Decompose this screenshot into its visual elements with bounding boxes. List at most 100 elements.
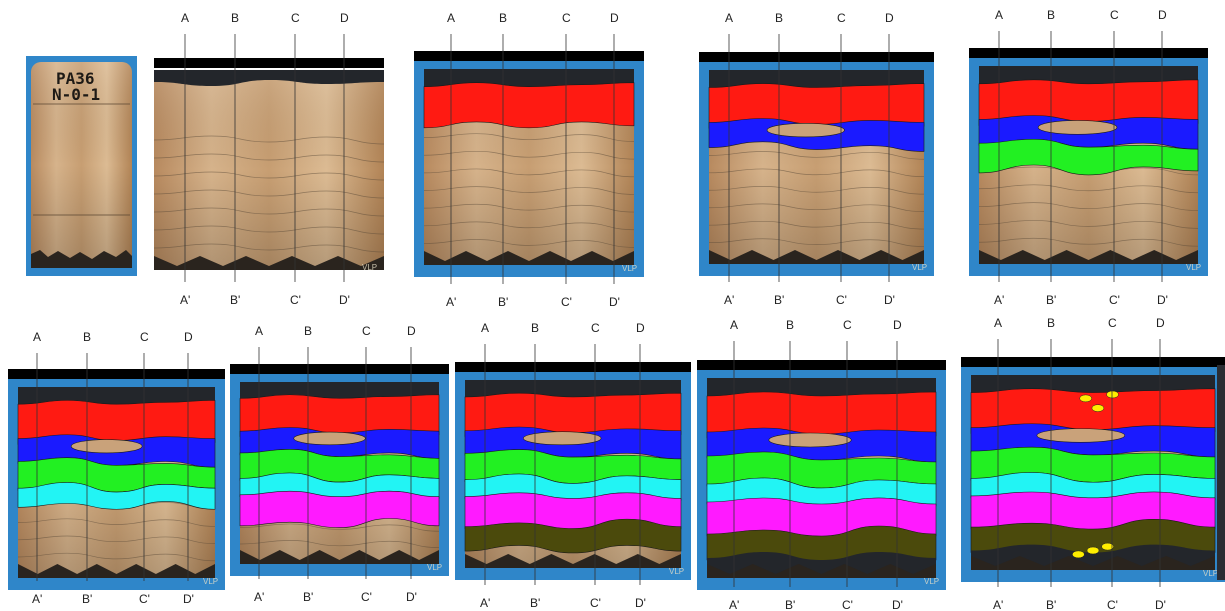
section-label-bottom: D'	[339, 293, 350, 307]
watermark: VLP	[427, 563, 442, 572]
section-label-top: D	[340, 11, 349, 25]
highlighted-clast	[1072, 550, 1085, 559]
section-label-top: B	[531, 321, 539, 335]
panel-8: A A' B B' C C' D D' VLP	[697, 318, 946, 611]
section-label-top: D	[1156, 316, 1165, 330]
highlighted-clast	[1106, 390, 1119, 399]
highlighted-clast	[1091, 404, 1105, 412]
section-label-top: B	[83, 330, 91, 344]
section-label-top: C	[140, 330, 149, 344]
section-label-top: B	[775, 11, 783, 25]
core-base	[424, 251, 634, 265]
section-label-top: D	[184, 330, 193, 344]
section-label-bottom: A'	[446, 295, 456, 309]
section-label-top: A	[995, 8, 1003, 22]
panel-7: A A' B B' C C' D D' VLP	[455, 321, 691, 610]
core-base	[971, 556, 1215, 570]
section-label-top: D	[1158, 8, 1167, 22]
stratum-layer-3	[978, 138, 1199, 176]
section-label-bottom: A'	[724, 293, 734, 307]
core-base	[18, 564, 215, 578]
core-base	[465, 554, 681, 568]
section-label-bottom: B'	[774, 293, 784, 307]
section-label-bottom: C'	[290, 293, 301, 307]
section-label-top: A	[255, 324, 263, 338]
section-label-top: C	[843, 318, 852, 332]
section-label-top: D	[407, 324, 416, 338]
core-base	[709, 250, 924, 264]
section-label-top: C	[562, 11, 571, 25]
section-label-top: C	[1108, 316, 1117, 330]
section-label-top: C	[837, 11, 846, 25]
panel-2: A A' B B' C C' D D' VLP	[414, 11, 644, 309]
core-base	[979, 250, 1198, 264]
top-bar	[455, 362, 691, 372]
highlighted-clast	[1101, 542, 1114, 551]
section-label-bottom: B'	[303, 590, 313, 604]
section-label-bottom: A'	[32, 592, 42, 606]
top-bar	[230, 364, 449, 374]
section-label-bottom: C'	[590, 596, 601, 610]
section-label-top: D	[610, 11, 619, 25]
section-label-top: A	[725, 11, 733, 25]
top-bar	[154, 58, 384, 68]
top-bar	[414, 51, 644, 61]
sediment-lens	[293, 431, 366, 446]
section-label-top: A	[994, 316, 1002, 330]
panel-4: A A' B B' C C' D D' VLP	[969, 8, 1208, 307]
section-label-top: A	[730, 318, 738, 332]
section-label-bottom: B'	[1046, 293, 1056, 307]
section-label-bottom: D'	[406, 590, 417, 604]
top-bar	[8, 369, 225, 379]
panel-5: A A' B B' C C' D D' VLP	[8, 330, 225, 606]
section-label-top: B	[1047, 8, 1055, 22]
section-label-top: C	[1110, 8, 1119, 22]
core-base	[707, 564, 936, 578]
section-label-bottom: D'	[635, 596, 646, 610]
section-label-bottom: D'	[609, 295, 620, 309]
section-label-bottom: C'	[361, 590, 372, 604]
section-label-bottom: D'	[1157, 293, 1168, 307]
section-label-bottom: B'	[82, 592, 92, 606]
section-label-bottom: C'	[139, 592, 150, 606]
section-label-bottom: B'	[785, 598, 795, 611]
sediment-lens	[70, 439, 143, 454]
stratum-layer-6	[464, 518, 682, 554]
section-label-top: D	[636, 321, 645, 335]
watermark: VLP	[622, 264, 637, 273]
highlighted-clast	[1086, 546, 1100, 555]
top-bar	[969, 48, 1208, 58]
top-bar	[699, 52, 934, 62]
section-label-top: C	[591, 321, 600, 335]
section-label-top: B	[786, 318, 794, 332]
section-label-top: C	[291, 11, 300, 25]
cropped-panel-edge	[1217, 365, 1225, 580]
section-label-top: D	[885, 11, 894, 25]
section-label-bottom: A'	[254, 590, 264, 604]
watermark: VLP	[912, 263, 927, 272]
sample-photo: PA36 N-0-1	[26, 56, 137, 276]
section-label-top: B	[304, 324, 312, 338]
panel-sequence: AA'BB'CC'DD'VLPAA'BB'CC'DD'VLPAA'BB'CC'D…	[8, 8, 1225, 611]
core-base	[240, 550, 439, 564]
sample-subcode: N-0-1	[52, 85, 100, 104]
section-label-bottom: B'	[498, 295, 508, 309]
sediment-lens	[768, 432, 852, 448]
section-label-top: A	[481, 321, 489, 335]
section-label-bottom: A'	[994, 293, 1004, 307]
section-label-top: B	[499, 11, 507, 25]
section-label-top: B	[1047, 316, 1055, 330]
panel-9: A A' B B' C C' D D' VLP	[961, 316, 1225, 611]
panel-3: A A' B B' C C' D D' VLP	[699, 11, 934, 307]
top-bar	[697, 360, 946, 370]
stratum-layer-4	[17, 482, 216, 510]
sample-code: PA36	[56, 69, 95, 88]
watermark: VLP	[362, 263, 377, 272]
section-label-bottom: C'	[1109, 293, 1120, 307]
watermark: VLP	[924, 577, 939, 586]
panel-6: A A' B B' C C' D D' VLP	[230, 324, 449, 604]
section-label-top: A	[447, 11, 455, 25]
section-label-bottom: A'	[480, 596, 490, 610]
section-label-bottom: D'	[183, 592, 194, 606]
